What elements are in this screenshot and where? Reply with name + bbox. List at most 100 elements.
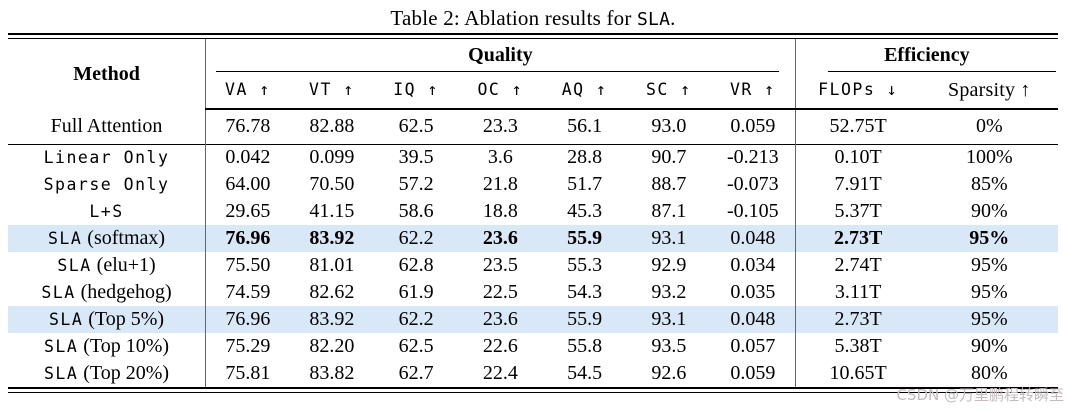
cell-oc: 22.4 — [482, 362, 518, 384]
cell-iq: 62.7 — [398, 362, 434, 384]
method-mono: SLA — [43, 337, 79, 356]
cell-aq: 51.7 — [567, 173, 603, 195]
table-container: Method Quality Efficiency VA ↑ VT ↑ IQ ↑… — [8, 33, 1058, 393]
cell-sc: 93.2 — [651, 281, 687, 303]
top-rule — [8, 33, 1058, 39]
cell-va: 75.81 — [225, 362, 271, 384]
table-row-full-attention: Full Attention 76.78 82.88 62.5 23.3 56.… — [8, 109, 1058, 144]
efficiency-group-header: Efficiency — [794, 39, 1058, 72]
cell-sparsity: 95% — [970, 281, 1008, 303]
method-cell: Linear Only — [8, 144, 207, 171]
cell-vt: 81.01 — [309, 254, 355, 276]
group-header-row: Method Quality Efficiency — [8, 39, 1058, 109]
cell-sparsity: 95% — [970, 308, 1008, 330]
bottom-rule — [8, 387, 1058, 393]
cell-vr: -0.073 — [727, 173, 779, 195]
cell-sc: 92.6 — [651, 362, 687, 384]
cell-aq: 54.5 — [567, 362, 603, 384]
method-serif: (Top 10%) — [78, 335, 170, 357]
method-serif: (elu+1) — [91, 254, 156, 276]
column-header-va: VA ↑ — [205, 72, 290, 110]
cell-vt: 83.92 — [309, 308, 355, 330]
cell-va: 29.65 — [225, 200, 271, 222]
cell-aq: 55.9 — [567, 308, 603, 330]
cell-sparsity: 0% — [975, 115, 1003, 138]
cell-oc: 22.5 — [482, 281, 518, 303]
cell-oc: 21.8 — [482, 173, 518, 195]
table-row-sla-top5: SLA (Top 5%) 76.96 83.92 62.2 23.6 55.9 … — [8, 306, 1058, 333]
method-cell: SLA (elu+1) — [8, 252, 207, 279]
table-row-sla-softmax: SLA (softmax) 76.96 83.92 62.2 23.6 55.9… — [8, 225, 1058, 252]
cell-vt: 70.50 — [309, 173, 355, 195]
watermark: CSDN @万里鹏程转瞬至 — [896, 386, 1064, 404]
cell-vr: -0.105 — [727, 200, 779, 222]
cell-vr: 0.057 — [730, 335, 776, 357]
cell-va: 0.042 — [225, 146, 271, 169]
cell-vt: 82.62 — [309, 281, 355, 303]
cell-oc: 23.3 — [482, 115, 518, 138]
cell-oc: 22.6 — [482, 335, 518, 357]
cell-va: 76.96 — [225, 227, 271, 249]
cell-aq: 55.8 — [567, 335, 603, 357]
cell-flops: 5.38T — [794, 333, 921, 360]
table-row-linear-only: Linear Only 0.042 0.099 39.5 3.6 28.8 90… — [8, 144, 1058, 171]
cell-oc: 23.6 — [482, 308, 518, 330]
cell-flops: 2.73T — [794, 225, 921, 252]
method-mono: Linear Only — [43, 148, 170, 168]
cell-iq: 62.5 — [398, 335, 434, 357]
cell-sc: 93.1 — [651, 227, 687, 249]
cell-iq: 61.9 — [398, 281, 434, 303]
method-cell: Full Attention — [8, 109, 207, 144]
cell-sc: 90.7 — [651, 146, 687, 169]
cell-sparsity: 95% — [969, 227, 1010, 249]
cell-va: 75.50 — [225, 254, 271, 276]
table-row-sla-hedgehog: SLA (hedgehog) 74.59 82.62 61.9 22.5 54.… — [8, 279, 1058, 306]
method-mono: L+S — [89, 202, 124, 221]
cell-flops: 0.10T — [794, 144, 921, 171]
cell-oc: 18.8 — [482, 200, 518, 222]
cell-vr: 0.034 — [730, 254, 776, 276]
cell-oc: 23.5 — [482, 254, 518, 276]
cell-sparsity: 100% — [965, 146, 1013, 169]
cell-vt: 0.099 — [309, 146, 355, 169]
method-mono: SLA — [41, 283, 76, 302]
quality-underline — [216, 71, 779, 72]
cell-flops: 5.37T — [794, 198, 921, 225]
cell-iq: 62.8 — [398, 254, 434, 276]
ablation-table: Method Quality Efficiency VA ↑ VT ↑ IQ ↑… — [8, 39, 1058, 387]
column-header-vr: VR ↑ — [710, 72, 796, 110]
cell-sparsity: 90% — [970, 200, 1008, 222]
cell-vr: 0.048 — [730, 227, 776, 249]
cell-va: 75.29 — [225, 335, 271, 357]
cell-flops: 7.91T — [794, 171, 921, 198]
cell-iq: 39.5 — [398, 146, 434, 169]
cell-vt: 83.82 — [309, 362, 355, 384]
cell-sparsity: 95% — [970, 254, 1008, 276]
method-serif: (Top 5%) — [83, 308, 165, 330]
cell-vt: 82.20 — [309, 335, 355, 357]
cell-aq: 28.8 — [567, 146, 603, 169]
cell-sc: 92.9 — [651, 254, 687, 276]
method-header: Method — [8, 39, 207, 109]
cell-va: 64.00 — [225, 173, 271, 195]
cell-va: 74.59 — [225, 281, 271, 303]
method-mono: SLA — [57, 256, 92, 275]
cell-sc: 88.7 — [651, 173, 687, 195]
table-row-sla-elu1: SLA (elu+1) 75.50 81.01 62.8 23.5 55.3 9… — [8, 252, 1058, 279]
column-header-sparsity: Sparsity ↑ — [920, 72, 1058, 110]
cell-iq: 62.2 — [398, 308, 434, 330]
quality-group-header: Quality — [206, 39, 796, 72]
method-mono: SLA — [47, 229, 83, 248]
table-row-sla-top10: SLA (Top 10%) 75.29 82.20 62.5 22.6 55.8… — [8, 333, 1058, 360]
cell-vr: 0.059 — [730, 362, 776, 384]
cell-aq: 56.1 — [567, 115, 603, 138]
cell-iq: 58.6 — [398, 200, 434, 222]
method-serif: (hedgehog) — [75, 281, 172, 303]
cell-vr: -0.213 — [727, 146, 779, 169]
method-cell: SLA (hedgehog) — [8, 279, 207, 306]
table-row-sla-top20: SLA (Top 20%) 75.81 83.82 62.7 22.4 54.5… — [8, 360, 1058, 387]
column-header-row: VA ↑ VT ↑ IQ ↑ OC ↑ AQ ↑ SC ↑ VR ↑ FLOPs… — [8, 72, 1058, 110]
column-header-aq: AQ ↑ — [542, 72, 627, 110]
method-cell: L+S — [8, 198, 207, 225]
